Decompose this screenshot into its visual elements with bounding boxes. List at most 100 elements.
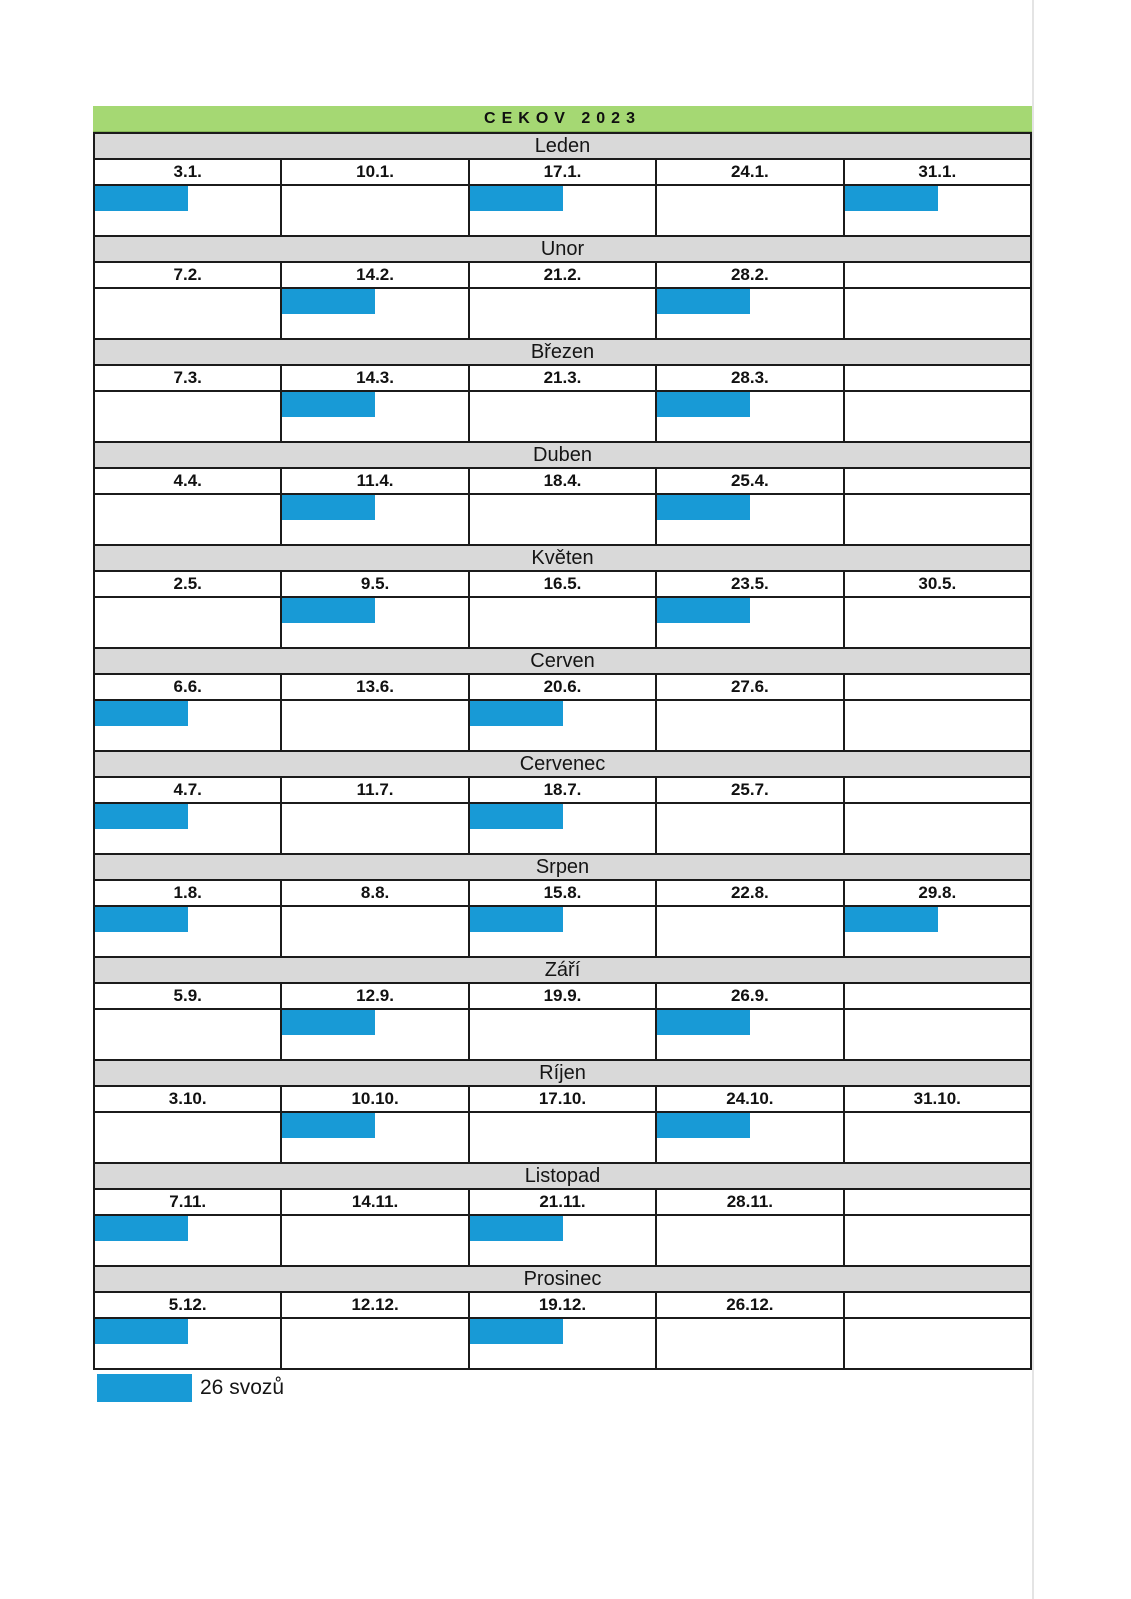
date-cell: 25.7.: [655, 776, 845, 804]
date-cell: 5.12.: [92, 1291, 283, 1319]
month-header-row: Prosinec: [93, 1265, 1032, 1293]
date-cell: 25.4.: [655, 467, 845, 495]
collection-mark: [845, 187, 938, 211]
date-cell: 20.6.: [467, 673, 658, 701]
schedule-table: Leden 3.1. 10.1. 17.1. 24.1. 31.1. Unor 7.2.…: [92, 132, 1033, 1370]
collection-mark: [283, 1114, 376, 1138]
date-cell: 3.10.: [92, 1085, 283, 1113]
mark-cell: [92, 905, 283, 958]
mark-cell: [467, 905, 658, 958]
date-cell: 13.6.: [280, 673, 470, 701]
collection-mark: [283, 290, 376, 314]
date-cell: 17.10.: [467, 1085, 658, 1113]
date-cell: 21.2.: [467, 261, 658, 289]
mark-cell: [655, 1214, 845, 1267]
dates-row: 7.2. 14.2. 21.2. 28.2.: [92, 261, 1033, 289]
dates-row: 3.1. 10.1. 17.1. 24.1. 31.1.: [92, 158, 1033, 186]
date-cell: 17.1.: [467, 158, 658, 186]
collection-mark: [470, 187, 563, 211]
mark-cell: [280, 1214, 470, 1267]
date-cell: 11.7.: [280, 776, 470, 804]
marks-row: [92, 905, 1033, 958]
date-cell: 18.7.: [467, 776, 658, 804]
mark-cell: [280, 1008, 470, 1061]
collection-mark: [658, 1011, 751, 1035]
collection-mark: [470, 1320, 563, 1344]
collection-calendar-sheet: CEKOV 2023 Leden 3.1. 10.1. 17.1. 24.1. 31.1…: [92, 106, 1033, 1402]
mark-cell: [842, 596, 1033, 649]
mark-cell: [655, 699, 845, 752]
month-header-row: Srpen: [93, 853, 1032, 881]
mark-cell: [842, 699, 1033, 752]
mark-cell: [280, 287, 470, 340]
date-cell: 22.8.: [655, 879, 845, 907]
date-cell: 21.11.: [467, 1188, 658, 1216]
marks-row: [92, 493, 1033, 546]
month-name: Ríjen: [93, 1059, 1032, 1087]
dates-row: 4.7. 11.7. 18.7. 25.7.: [92, 776, 1033, 804]
schedule-table-body: Leden 3.1. 10.1. 17.1. 24.1. 31.1. Unor 7.2.…: [92, 132, 1033, 1370]
mark-cell: [655, 1317, 845, 1370]
marks-row: [92, 1214, 1033, 1267]
date-cell: [842, 1188, 1033, 1216]
dates-row: 5.12. 12.12. 19.12. 26.12.: [92, 1291, 1033, 1319]
collection-mark: [96, 1320, 188, 1344]
mark-cell: [842, 493, 1033, 546]
collection-mark: [658, 496, 751, 520]
mark-cell: [280, 905, 470, 958]
date-cell: [842, 1291, 1033, 1319]
mark-cell: [842, 1008, 1033, 1061]
mark-cell: [92, 699, 283, 752]
collection-mark: [470, 702, 563, 726]
month-header-row: Listopad: [93, 1162, 1032, 1190]
marks-row: [92, 287, 1033, 340]
collection-mark: [470, 1217, 563, 1241]
date-cell: 5.9.: [92, 982, 283, 1010]
mark-cell: [280, 184, 470, 237]
mark-cell: [467, 184, 658, 237]
mark-cell: [467, 802, 658, 855]
date-cell: 10.10.: [280, 1085, 470, 1113]
mark-cell: [842, 802, 1033, 855]
mark-cell: [842, 390, 1033, 443]
month-name: Cervenec: [93, 750, 1032, 778]
date-cell: 7.11.: [92, 1188, 283, 1216]
mark-cell: [655, 596, 845, 649]
mark-cell: [467, 1008, 658, 1061]
mark-cell: [467, 390, 658, 443]
date-cell: 26.9.: [655, 982, 845, 1010]
collection-mark: [845, 908, 938, 932]
month-name: Prosinec: [93, 1265, 1032, 1293]
collection-mark: [283, 599, 376, 623]
collection-mark: [658, 1114, 751, 1138]
mark-cell: [655, 1111, 845, 1164]
month-name: Unor: [93, 235, 1032, 263]
date-cell: 14.2.: [280, 261, 470, 289]
marks-row: [92, 184, 1033, 237]
collection-mark: [658, 290, 751, 314]
collection-mark: [96, 908, 188, 932]
date-cell: [842, 673, 1033, 701]
date-cell: 6.6.: [92, 673, 283, 701]
marks-row: [92, 699, 1033, 752]
collection-mark: [96, 805, 188, 829]
mark-cell: [92, 287, 283, 340]
month-name: Březen: [93, 338, 1032, 366]
collection-mark: [283, 1011, 376, 1035]
date-cell: 14.3.: [280, 364, 470, 392]
mark-cell: [842, 1317, 1033, 1370]
month-header-row: Cerven: [93, 647, 1032, 675]
calendar-title: CEKOV 2023: [93, 106, 1032, 132]
mark-cell: [842, 184, 1033, 237]
legend: 26 svozů: [97, 1374, 1032, 1402]
collection-mark: [96, 702, 188, 726]
mark-cell: [655, 905, 845, 958]
date-cell: 31.10.: [842, 1085, 1033, 1113]
month-header-row: Leden: [93, 132, 1032, 160]
mark-cell: [280, 802, 470, 855]
dates-row: 3.10. 10.10. 17.10. 24.10. 31.10.: [92, 1085, 1033, 1113]
date-cell: 12.12.: [280, 1291, 470, 1319]
date-cell: [842, 982, 1033, 1010]
mark-cell: [655, 1008, 845, 1061]
dates-row: 2.5. 9.5. 16.5. 23.5. 30.5.: [92, 570, 1033, 598]
